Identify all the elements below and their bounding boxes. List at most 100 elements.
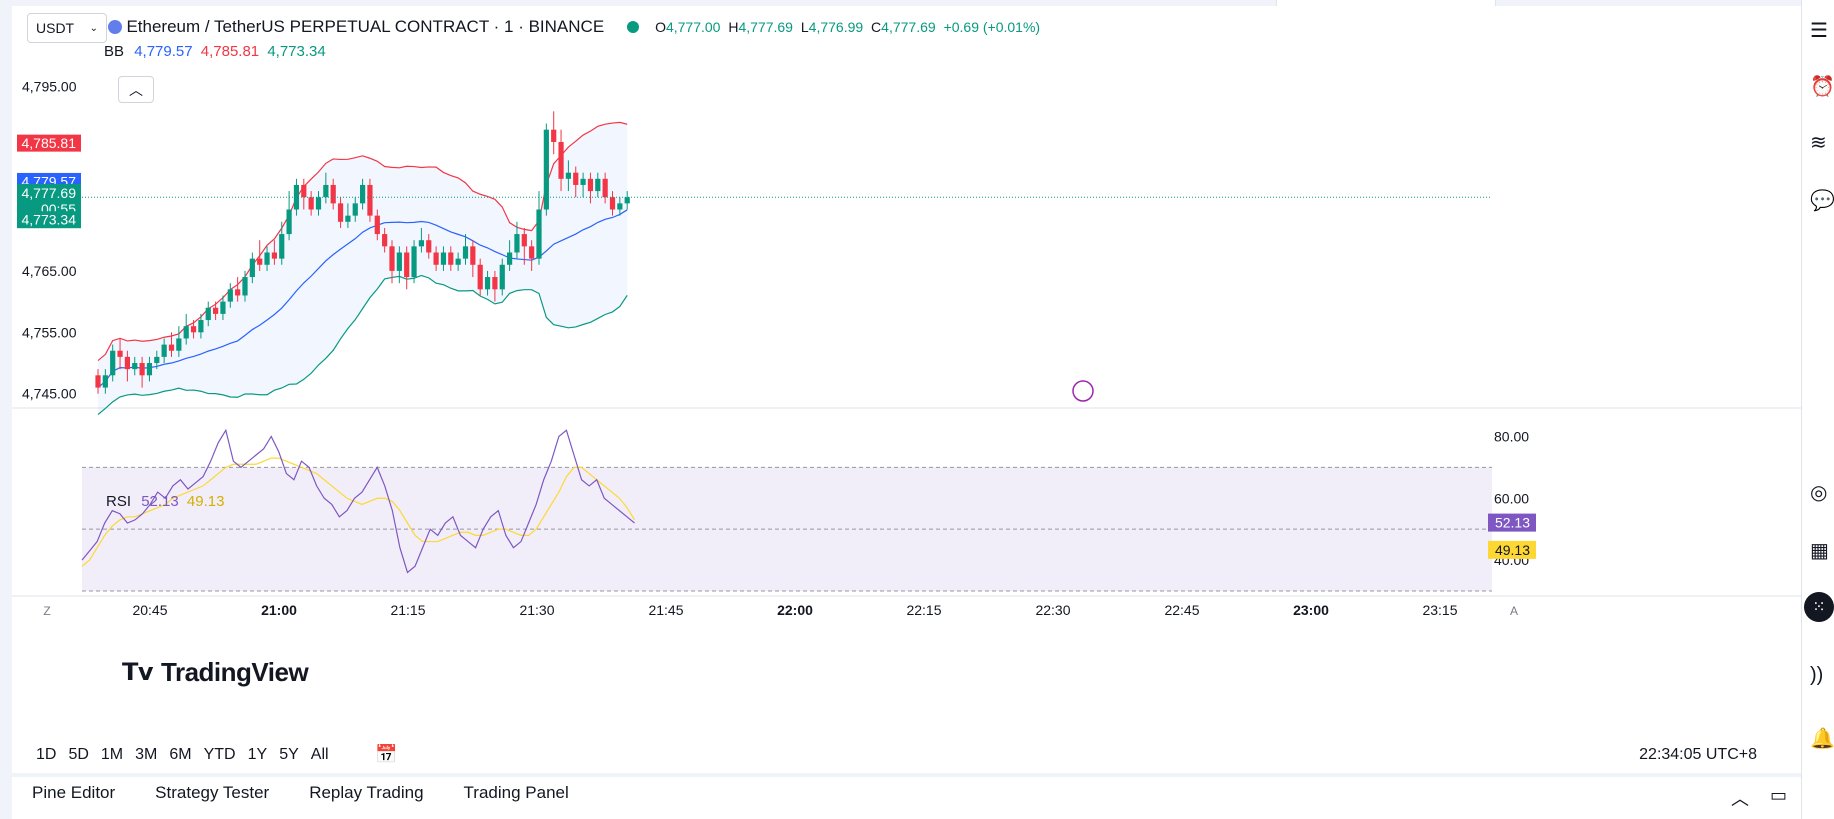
chart-panel[interactable]: 4,795.00 4,765.00 4,755.00 4,745.00 4,785.81… <box>12 6 1801 773</box>
bb-legend[interactable]: BB 4,779.57 4,785.81 4,773.34 <box>104 43 326 60</box>
candle[interactable] <box>624 197 630 204</box>
candle[interactable] <box>565 172 571 179</box>
candle[interactable] <box>345 215 351 222</box>
candle[interactable] <box>396 252 402 271</box>
candle[interactable] <box>602 178 608 198</box>
maximize-panel-icon[interactable]: ▭ <box>1770 785 1788 805</box>
candle[interactable] <box>418 240 424 247</box>
tab-pine-editor[interactable]: Pine Editor <box>32 783 116 802</box>
apps-icon[interactable]: ⁙ <box>1804 592 1834 622</box>
candle[interactable] <box>382 234 388 247</box>
collapse-panel-icon[interactable]: ︿ <box>1731 789 1749 809</box>
candle[interactable] <box>315 197 322 210</box>
candle[interactable] <box>352 203 358 216</box>
candle[interactable] <box>146 363 153 376</box>
candle[interactable] <box>168 344 175 351</box>
candle[interactable] <box>190 326 197 333</box>
candle[interactable] <box>609 197 616 210</box>
candle[interactable] <box>110 350 116 376</box>
candle[interactable] <box>470 246 476 265</box>
candle[interactable] <box>279 234 285 259</box>
candle[interactable] <box>389 246 395 271</box>
timeframe-3m[interactable]: 3M <box>135 746 158 763</box>
timeframe-6m[interactable]: 6M <box>169 746 192 763</box>
candle[interactable] <box>580 178 586 185</box>
candle[interactable] <box>521 234 527 247</box>
candle[interactable] <box>543 129 549 210</box>
timeframe-1m[interactable]: 1M <box>100 746 124 763</box>
candle[interactable] <box>529 246 535 259</box>
candle[interactable] <box>514 234 520 253</box>
candle[interactable] <box>301 184 307 198</box>
candle[interactable] <box>264 252 270 265</box>
candle[interactable] <box>367 184 373 216</box>
candle[interactable] <box>220 301 226 314</box>
timeframe-5y[interactable]: 5Y <box>279 746 299 763</box>
alerts-icon[interactable]: ⏰ <box>1810 76 1834 98</box>
candle[interactable] <box>440 252 447 265</box>
candle[interactable] <box>249 258 255 278</box>
candle[interactable] <box>139 363 145 376</box>
tradingview-logo[interactable]: 𝗧𝘃 TradingView <box>122 657 309 688</box>
chat-icon[interactable]: 💬 <box>1810 190 1834 212</box>
candle[interactable] <box>124 356 130 370</box>
candle[interactable] <box>102 375 108 388</box>
timeframe-all[interactable]: All <box>310 746 329 763</box>
auto-scale-a-button[interactable]: A <box>1510 604 1518 618</box>
lightning-icon[interactable] <box>1072 380 1094 402</box>
candle[interactable] <box>95 375 101 388</box>
candle[interactable] <box>308 197 314 210</box>
candle[interactable] <box>448 252 454 265</box>
layers-icon[interactable]: ≋ <box>1810 132 1827 154</box>
candle[interactable] <box>433 252 439 265</box>
timeframe-5d[interactable]: 5D <box>68 746 89 763</box>
candle[interactable] <box>257 258 263 265</box>
candle[interactable] <box>198 320 204 333</box>
quote-currency-select[interactable]: USDT ⌄ <box>27 13 107 43</box>
symbol-legend[interactable]: Ethereum / TetherUS PERPETUAL CONTRACT ·… <box>108 17 1040 37</box>
timeframe-ytd[interactable]: YTD <box>203 746 236 763</box>
timeframe-1y[interactable]: 1Y <box>247 746 268 763</box>
broadcast-icon[interactable]: )) <box>1810 664 1824 686</box>
candle[interactable] <box>587 178 594 192</box>
collapse-legend-button[interactable]: ︿ <box>118 76 154 103</box>
market-status-icon[interactable] <box>626 21 639 33</box>
candle[interactable] <box>507 252 513 265</box>
candle[interactable] <box>154 356 160 364</box>
tab-replay-trading[interactable]: Replay Trading <box>309 783 424 802</box>
notifications-icon[interactable]: 🔔 <box>1810 728 1834 750</box>
candle[interactable] <box>404 252 410 278</box>
rsi-legend[interactable]: RSI 52.13 49.13 <box>106 493 224 510</box>
candle[interactable] <box>455 258 461 265</box>
candle[interactable] <box>323 184 329 198</box>
candle[interactable] <box>330 184 336 204</box>
candle[interactable] <box>492 277 498 290</box>
tab-strategy-tester[interactable]: Strategy Tester <box>155 783 270 802</box>
tab-trading-panel[interactable]: Trading Panel <box>463 783 569 802</box>
candle[interactable] <box>573 172 579 185</box>
candle[interactable] <box>176 338 182 351</box>
candle[interactable] <box>558 141 564 179</box>
candle[interactable] <box>374 215 380 235</box>
chart-canvas[interactable]: 4,795.00 4,765.00 4,755.00 4,745.00 4,785.81… <box>12 6 1801 773</box>
date-range-icon[interactable]: 📅 <box>375 744 398 764</box>
auto-scale-z-button[interactable]: Z <box>43 604 50 618</box>
candle[interactable] <box>132 363 138 370</box>
candle[interactable] <box>499 264 505 290</box>
candle[interactable] <box>205 307 211 321</box>
candle[interactable] <box>117 350 123 357</box>
candle[interactable] <box>213 307 219 314</box>
candle[interactable] <box>161 344 167 357</box>
candle[interactable] <box>235 289 241 296</box>
candle[interactable] <box>293 184 300 210</box>
watchlist-icon[interactable]: ☰ <box>1810 20 1828 42</box>
candle[interactable] <box>242 277 248 296</box>
candle[interactable] <box>617 203 623 210</box>
candle[interactable] <box>360 184 366 204</box>
candle[interactable] <box>426 240 432 253</box>
timeframe-1d[interactable]: 1D <box>36 746 57 763</box>
candle[interactable] <box>551 129 557 142</box>
candle[interactable] <box>462 246 469 259</box>
calendar-icon[interactable]: ▦ <box>1810 540 1829 562</box>
candle[interactable] <box>337 203 344 222</box>
